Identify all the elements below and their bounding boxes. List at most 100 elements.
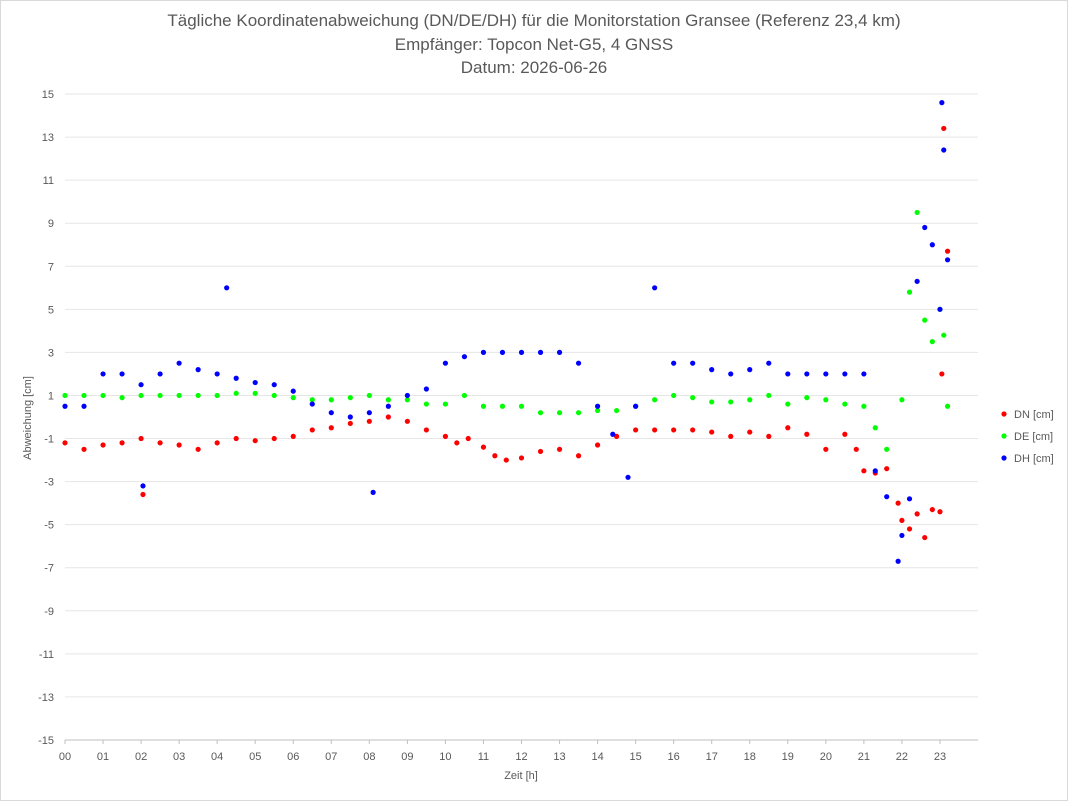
legend: DN [cm] DE [cm] DH [cm] bbox=[1001, 409, 1054, 465]
gridlines bbox=[65, 93, 978, 741]
data-point bbox=[461, 354, 468, 360]
data-point bbox=[614, 407, 620, 414]
data-point bbox=[575, 410, 582, 416]
x-tick-label: 09 bbox=[401, 751, 413, 763]
series-de bbox=[62, 209, 951, 452]
data-point bbox=[119, 395, 125, 401]
y-tick-label: 7 bbox=[48, 261, 54, 273]
data-point bbox=[747, 397, 753, 403]
data-point bbox=[941, 147, 947, 153]
x-tick-label: 16 bbox=[668, 751, 680, 763]
data-point bbox=[537, 349, 544, 355]
y-tick-label: -5 bbox=[44, 520, 54, 532]
data-point bbox=[671, 392, 677, 399]
data-point bbox=[492, 453, 498, 459]
data-point bbox=[81, 392, 87, 399]
data-point bbox=[652, 427, 658, 433]
data-point bbox=[138, 392, 144, 399]
data-point bbox=[766, 433, 772, 439]
data-point bbox=[81, 403, 87, 409]
data-point bbox=[944, 248, 951, 254]
data-point bbox=[939, 100, 945, 106]
data-point bbox=[842, 431, 848, 437]
data-point bbox=[290, 388, 296, 394]
data-point bbox=[195, 392, 201, 399]
data-point bbox=[442, 360, 449, 366]
y-axis-label: Abweichung [cm] bbox=[22, 376, 34, 460]
data-point bbox=[252, 438, 258, 444]
data-point bbox=[625, 474, 631, 480]
y-tick-label: -11 bbox=[39, 649, 54, 661]
data-point bbox=[347, 414, 353, 420]
data-point bbox=[271, 392, 277, 399]
data-point bbox=[119, 371, 125, 377]
y-tick-label: 15 bbox=[42, 89, 54, 101]
x-tick-label: 11 bbox=[478, 751, 489, 763]
x-tick-label: 12 bbox=[515, 751, 527, 763]
data-point bbox=[709, 367, 715, 373]
data-point bbox=[442, 433, 449, 439]
data-point bbox=[366, 418, 372, 424]
data-point bbox=[823, 446, 829, 452]
data-point bbox=[233, 390, 239, 396]
data-point bbox=[884, 446, 890, 452]
y-tick-label: 5 bbox=[48, 304, 54, 316]
data-point bbox=[728, 371, 734, 377]
data-point bbox=[157, 392, 163, 399]
data-point bbox=[62, 440, 68, 446]
x-tick-label: 21 bbox=[858, 751, 870, 763]
data-point bbox=[709, 429, 715, 435]
data-point bbox=[328, 397, 334, 403]
data-point bbox=[690, 427, 696, 433]
data-point bbox=[100, 392, 106, 399]
data-point bbox=[385, 414, 391, 420]
data-point bbox=[594, 407, 601, 414]
data-point bbox=[633, 427, 639, 433]
data-point bbox=[861, 403, 867, 409]
data-point bbox=[271, 435, 277, 442]
data-point bbox=[442, 401, 449, 407]
x-tick-label: 15 bbox=[630, 751, 642, 763]
data-point bbox=[423, 401, 429, 407]
data-point bbox=[614, 433, 620, 439]
x-tick-label: 17 bbox=[706, 751, 718, 763]
data-point bbox=[233, 375, 239, 381]
data-point bbox=[138, 435, 144, 442]
data-point bbox=[610, 431, 616, 437]
data-point bbox=[465, 435, 471, 442]
data-point bbox=[594, 442, 601, 448]
data-point bbox=[872, 468, 878, 474]
data-point bbox=[929, 339, 935, 345]
data-point bbox=[766, 360, 772, 366]
x-tick-label: 13 bbox=[553, 751, 565, 763]
data-point bbox=[594, 403, 601, 409]
data-point bbox=[652, 285, 658, 291]
data-point bbox=[939, 371, 945, 377]
chart-title: Tägliche Koordinatenabweichung (DN/DE/DH… bbox=[167, 11, 901, 30]
series-dh bbox=[62, 100, 951, 564]
y-tick-labels: 15 13 11 9 7 5 3 1 -1 -3 -5 -7 -9 -11 -13 -15 bbox=[38, 89, 54, 747]
data-point bbox=[906, 526, 913, 532]
data-point bbox=[671, 360, 677, 366]
data-point bbox=[895, 558, 901, 564]
x-tick-label: 22 bbox=[896, 751, 908, 763]
data-point bbox=[214, 392, 220, 399]
data-point bbox=[937, 306, 943, 312]
data-point bbox=[233, 435, 239, 442]
data-point bbox=[922, 224, 928, 231]
data-point bbox=[709, 399, 715, 405]
data-point bbox=[884, 466, 890, 472]
series-dn bbox=[62, 125, 951, 541]
data-point bbox=[872, 425, 878, 431]
data-point bbox=[290, 395, 296, 401]
y-tick-label: -3 bbox=[44, 477, 54, 489]
data-point bbox=[823, 371, 829, 377]
data-point bbox=[785, 371, 791, 377]
data-point bbox=[347, 395, 353, 401]
data-point bbox=[480, 444, 487, 450]
data-point bbox=[328, 410, 334, 416]
data-point bbox=[747, 429, 753, 435]
data-point bbox=[823, 397, 829, 403]
